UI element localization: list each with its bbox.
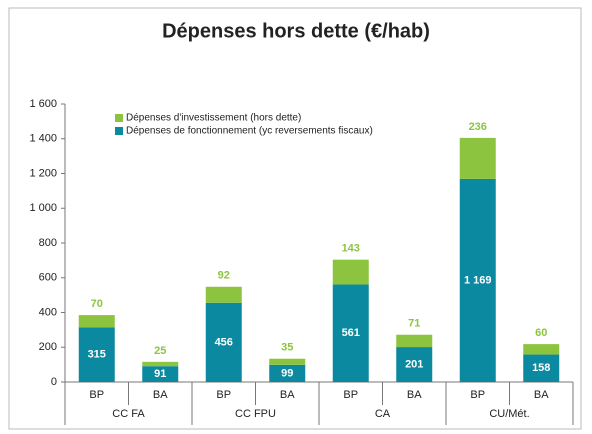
value-label: 71: [408, 318, 420, 330]
value-label: 70: [91, 298, 103, 310]
value-label: 201: [405, 358, 423, 370]
group-label: CA: [375, 408, 391, 420]
group-label: CC FPU: [235, 408, 276, 420]
y-tick-label: 0: [51, 376, 57, 388]
bar-segment: [269, 364, 306, 382]
y-tick-label: 200: [39, 341, 57, 353]
y-tick-label: 1 200: [29, 167, 57, 179]
x-tick-label: BA: [407, 389, 422, 401]
value-label: 158: [532, 362, 550, 374]
bar-segment: [205, 302, 242, 382]
value-label: 456: [215, 336, 233, 348]
legend-swatch: [115, 127, 123, 135]
bar-segment: [332, 284, 369, 382]
group-label: CU/Mét.: [489, 408, 529, 420]
bar-segment: [332, 259, 369, 285]
chart-title: Dépenses hors dette (€/hab): [162, 20, 430, 42]
value-label: 236: [469, 121, 487, 133]
bar-segment: [459, 137, 496, 179]
y-tick-label: 600: [39, 272, 57, 284]
group-label: CC FA: [112, 408, 145, 420]
y-tick-label: 800: [39, 237, 57, 249]
bar-segment: [142, 361, 179, 367]
x-tick-label: BA: [534, 389, 549, 401]
bar-segment: [78, 327, 115, 382]
legend-label: Dépenses de fonctionnement (yc reverseme…: [126, 126, 373, 137]
bar-segment: [459, 178, 496, 382]
value-label: 25: [154, 345, 166, 357]
x-tick-label: BA: [280, 389, 295, 401]
value-label: 1 169: [464, 274, 492, 286]
bar-segment: [78, 315, 115, 328]
bar-segment: [523, 344, 560, 355]
value-label: 60: [535, 327, 547, 339]
value-label: 143: [342, 243, 360, 255]
bar-segment: [396, 334, 433, 348]
x-tick-label: BP: [89, 389, 104, 401]
bar-segment: [396, 347, 433, 382]
value-label: 91: [154, 368, 166, 380]
value-label: 561: [342, 327, 360, 339]
x-tick-label: BP: [216, 389, 231, 401]
bar-segment: [523, 354, 560, 382]
y-tick-label: 1 600: [29, 98, 57, 110]
value-label: 99: [281, 367, 293, 379]
value-label: 35: [281, 342, 293, 354]
x-tick-label: BP: [470, 389, 485, 401]
bar-segment: [205, 286, 242, 303]
bar-segment: [269, 358, 306, 365]
legend-label: Dépenses d'investissement (hors dette): [126, 113, 301, 124]
x-tick-label: BP: [343, 389, 358, 401]
y-tick-label: 1 000: [29, 202, 57, 214]
value-label: 315: [88, 349, 106, 361]
value-label: 92: [218, 270, 230, 282]
legend-swatch: [115, 114, 123, 122]
x-tick-label: BA: [153, 389, 168, 401]
y-tick-label: 1 400: [29, 133, 57, 145]
y-tick-label: 400: [39, 306, 57, 318]
bar-segment: [142, 366, 179, 382]
